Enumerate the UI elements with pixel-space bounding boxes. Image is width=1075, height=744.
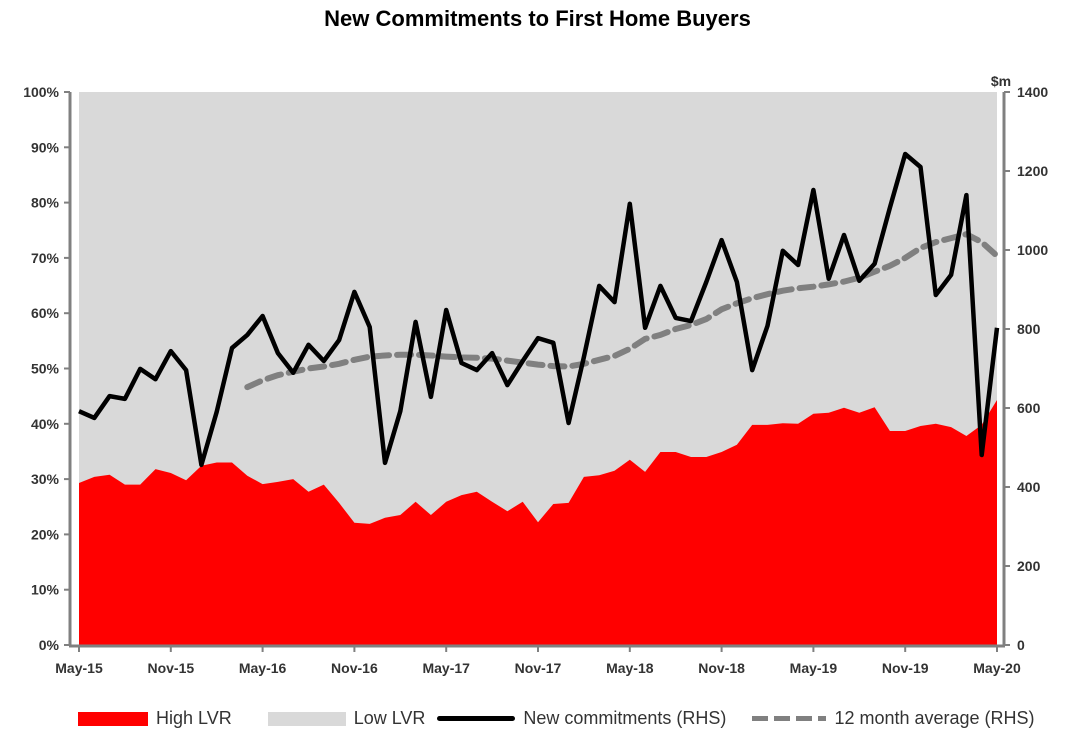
x-tick-label: May-17 — [422, 660, 470, 676]
legend-swatch-low-lvr — [267, 711, 346, 726]
left-tick-label: 30% — [31, 471, 60, 487]
x-tick-label: May-15 — [55, 660, 103, 676]
left-tick-label: 60% — [31, 305, 60, 321]
x-tick-label: Nov-18 — [698, 660, 745, 676]
legend: High LVR Low LVR New commitments (RHS) 1… — [78, 708, 1047, 729]
x-tick-label: May-19 — [790, 660, 838, 676]
left-tick-label: 50% — [31, 361, 60, 377]
high-lvr-area — [79, 400, 997, 645]
legend-label: High LVR — [156, 708, 232, 728]
x-tick-label: Nov-16 — [331, 660, 378, 676]
left-tick-label: 80% — [31, 195, 60, 211]
legend-swatch-12-month-average — [752, 716, 827, 721]
left-tick-label: 20% — [31, 526, 60, 542]
right-tick-label: 1400 — [1017, 84, 1048, 100]
legend-item-new-commitments: New commitments (RHS) — [437, 708, 726, 729]
left-tick-label: 70% — [31, 250, 60, 266]
new-commitments-line — [78, 151, 1000, 468]
right-axis-unit: $m — [991, 73, 1011, 89]
left-tick-label: 100% — [23, 84, 59, 100]
legend-label: 12 month average (RHS) — [834, 708, 1035, 728]
left-tick-label: 10% — [31, 582, 60, 598]
right-tick-label: 200 — [1017, 558, 1041, 574]
legend-label: New commitments (RHS) — [523, 708, 727, 728]
x-tick-label: Nov-19 — [882, 660, 929, 676]
right-tick-label: 600 — [1017, 400, 1041, 416]
right-tick-label: 400 — [1017, 479, 1041, 495]
right-tick-label: 1000 — [1017, 242, 1048, 258]
legend-item-high-lvr: High LVR — [78, 708, 232, 729]
x-tick-label: May-18 — [606, 660, 654, 676]
left-tick-label: 40% — [31, 416, 60, 432]
legend-label: Low LVR — [353, 708, 426, 728]
left-tick-label: 90% — [31, 139, 60, 155]
legend-item-12-month-average: 12 month average (RHS) — [752, 708, 1035, 729]
legend-swatch-new-commitments — [437, 716, 516, 721]
legend-item-low-lvr: Low LVR — [267, 708, 426, 729]
x-tick-label: Nov-15 — [147, 660, 194, 676]
chart-title: New Commitments to First Home Buyers — [324, 6, 751, 31]
x-tick-label: May-16 — [239, 660, 287, 676]
right-tick-label: 800 — [1017, 321, 1041, 337]
right-tick-label: 0 — [1017, 637, 1025, 653]
left-tick-label: 0% — [39, 637, 60, 653]
x-tick-label: Nov-17 — [515, 660, 562, 676]
right-tick-label: 1200 — [1017, 163, 1048, 179]
legend-swatch-high-lvr — [78, 711, 148, 726]
x-tick-label: May-20 — [973, 660, 1021, 676]
